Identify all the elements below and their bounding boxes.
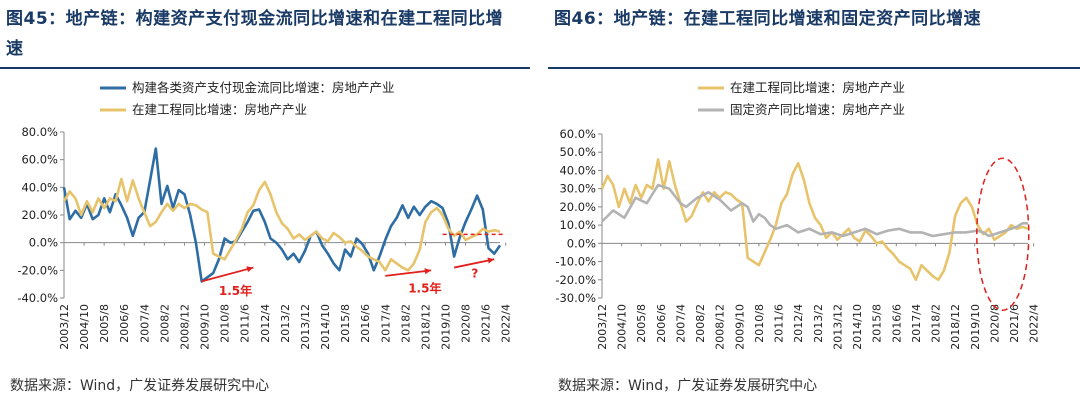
annotation-arrowhead: [246, 266, 254, 273]
x-tick-label: 2006/6: [118, 304, 131, 343]
x-tick-label: 2010/8: [219, 304, 232, 343]
legend-label: 在建工程同比增速：房地产产业: [132, 102, 307, 117]
x-tick-label: 2022/4: [500, 304, 513, 343]
x-tick-label: 2005/8: [635, 304, 648, 343]
annotation-arrow: [385, 269, 432, 277]
x-tick-label: 2005/8: [98, 304, 111, 343]
x-tick-label: 2022/4: [1028, 304, 1041, 343]
x-tick-label: 2013/2: [279, 304, 292, 343]
y-tick-label: 20.0%: [21, 208, 58, 222]
x-tick-label: 2011/6: [773, 304, 786, 343]
y-tick-label: 0.0%: [29, 236, 58, 250]
legend-label: 固定资产同比增速：房地产产业: [730, 102, 905, 117]
x-tick-label: 2018/12: [419, 304, 432, 350]
x-tick-label: 2019/10: [440, 304, 453, 350]
x-tick-label: 2013/12: [299, 304, 312, 350]
x-tick-label: 2017/4: [379, 304, 392, 343]
series-line: [601, 183, 1028, 238]
y-tick-label: -30.0%: [555, 291, 596, 305]
x-tick-label: 2013/2: [812, 304, 825, 343]
x-tick-label: 2008/2: [158, 304, 171, 343]
x-tick-label: 2016/6: [359, 304, 372, 343]
x-tick-label: 2014/10: [851, 304, 864, 350]
x-tick-label: 2016/6: [890, 304, 903, 343]
y-tick-label: 60.0%: [21, 153, 58, 167]
series-line: [62, 147, 502, 283]
x-tick-label: 2017/4: [910, 304, 923, 343]
y-tick-label: 30.0%: [559, 182, 596, 196]
y-tick-label: 50.0%: [559, 145, 596, 159]
x-tick-label: 2011/6: [239, 304, 252, 343]
y-tick-label: 20.0%: [559, 200, 596, 214]
x-tick-label: 2004/10: [78, 304, 91, 350]
annotation-arrowhead: [424, 268, 432, 275]
x-tick-label: 2009/10: [733, 304, 746, 350]
y-tick-label: 0.0%: [567, 236, 596, 250]
annotation-label: 1.5年: [408, 280, 441, 295]
figure-title: 图45：地产链：构建资产支付现金流同比增速和在建工程同比增速: [6, 9, 504, 59]
series-line: [62, 177, 501, 272]
x-tick-label: 2008/12: [178, 304, 191, 350]
annotation-label: 1.5年: [219, 283, 252, 298]
x-tick-label: 2014/10: [319, 304, 332, 350]
x-tick-label: 2020/8: [988, 304, 1001, 343]
x-tick-label: 2007/4: [138, 304, 151, 343]
figure-45-panel: 图45：地产链：构建资产支付现金流同比增速和在建工程同比增速 构建各类资产支付现…: [0, 0, 530, 405]
x-tick-label: 2020/8: [460, 304, 473, 343]
x-tick-label: 2003/12: [596, 304, 609, 350]
y-tick-label: 10.0%: [559, 218, 596, 232]
annotation-arrow: [201, 266, 254, 283]
x-tick-label: 2004/10: [616, 304, 629, 350]
x-tick-label: 2018/12: [949, 304, 962, 350]
x-tick-label: 2012/4: [792, 304, 805, 343]
x-tick-label: 2018/2: [930, 304, 943, 343]
x-tick-label: 2019/10: [969, 304, 982, 350]
source-note: 数据来源：Wind，广发证券发展研究中心: [10, 378, 270, 394]
source-note: 数据来源：Wind，广发证券发展研究中心: [558, 378, 818, 394]
y-tick-label: -10.0%: [555, 255, 596, 269]
x-tick-label: 2015/8: [871, 304, 884, 343]
x-tick-label: 2021/6: [480, 304, 493, 343]
annotation-arrow: [453, 258, 495, 269]
y-tick-label: 80.0%: [21, 125, 58, 139]
figure-title: 图46：地产链：在建工程同比增速和固定资产同比增速: [554, 9, 982, 29]
annotation-arrowhead: [487, 257, 495, 264]
x-tick-label: 2013/12: [831, 304, 844, 350]
x-tick-label: 2008/2: [694, 304, 707, 343]
y-tick-label: -20.0%: [17, 263, 58, 277]
annotation-label: ?: [471, 266, 478, 280]
x-tick-label: 2010/8: [753, 304, 766, 343]
x-tick-label: 2021/6: [1008, 304, 1021, 343]
x-tick-label: 2018/2: [399, 304, 412, 343]
y-tick-label: 40.0%: [559, 163, 596, 177]
legend-label: 构建各类资产支付现金流同比增速：房地产产业: [132, 80, 395, 95]
y-tick-label: -40.0%: [17, 291, 58, 305]
x-tick-label: 2012/4: [259, 304, 272, 343]
legend-label: 在建工程同比增速：房地产产业: [730, 80, 905, 95]
x-tick-label: 2009/10: [199, 304, 212, 350]
y-tick-label: -20.0%: [555, 273, 596, 287]
figure-46-panel: 图46：地产链：在建工程同比增速和固定资产同比增速 在建工程同比增速：房地产产业…: [548, 0, 1080, 405]
y-tick-label: 40.0%: [21, 180, 58, 194]
x-tick-label: 2007/4: [674, 304, 687, 343]
y-tick-label: 60.0%: [559, 127, 596, 141]
x-tick-label: 2008/12: [714, 304, 727, 350]
x-tick-label: 2015/8: [339, 304, 352, 343]
title-rule: [548, 67, 1080, 69]
title-rule: [0, 67, 530, 69]
x-tick-label: 2003/12: [58, 304, 71, 350]
highlight-ellipse: [976, 157, 1030, 311]
series-line: [600, 158, 1029, 282]
x-tick-label: 2006/6: [655, 304, 668, 343]
